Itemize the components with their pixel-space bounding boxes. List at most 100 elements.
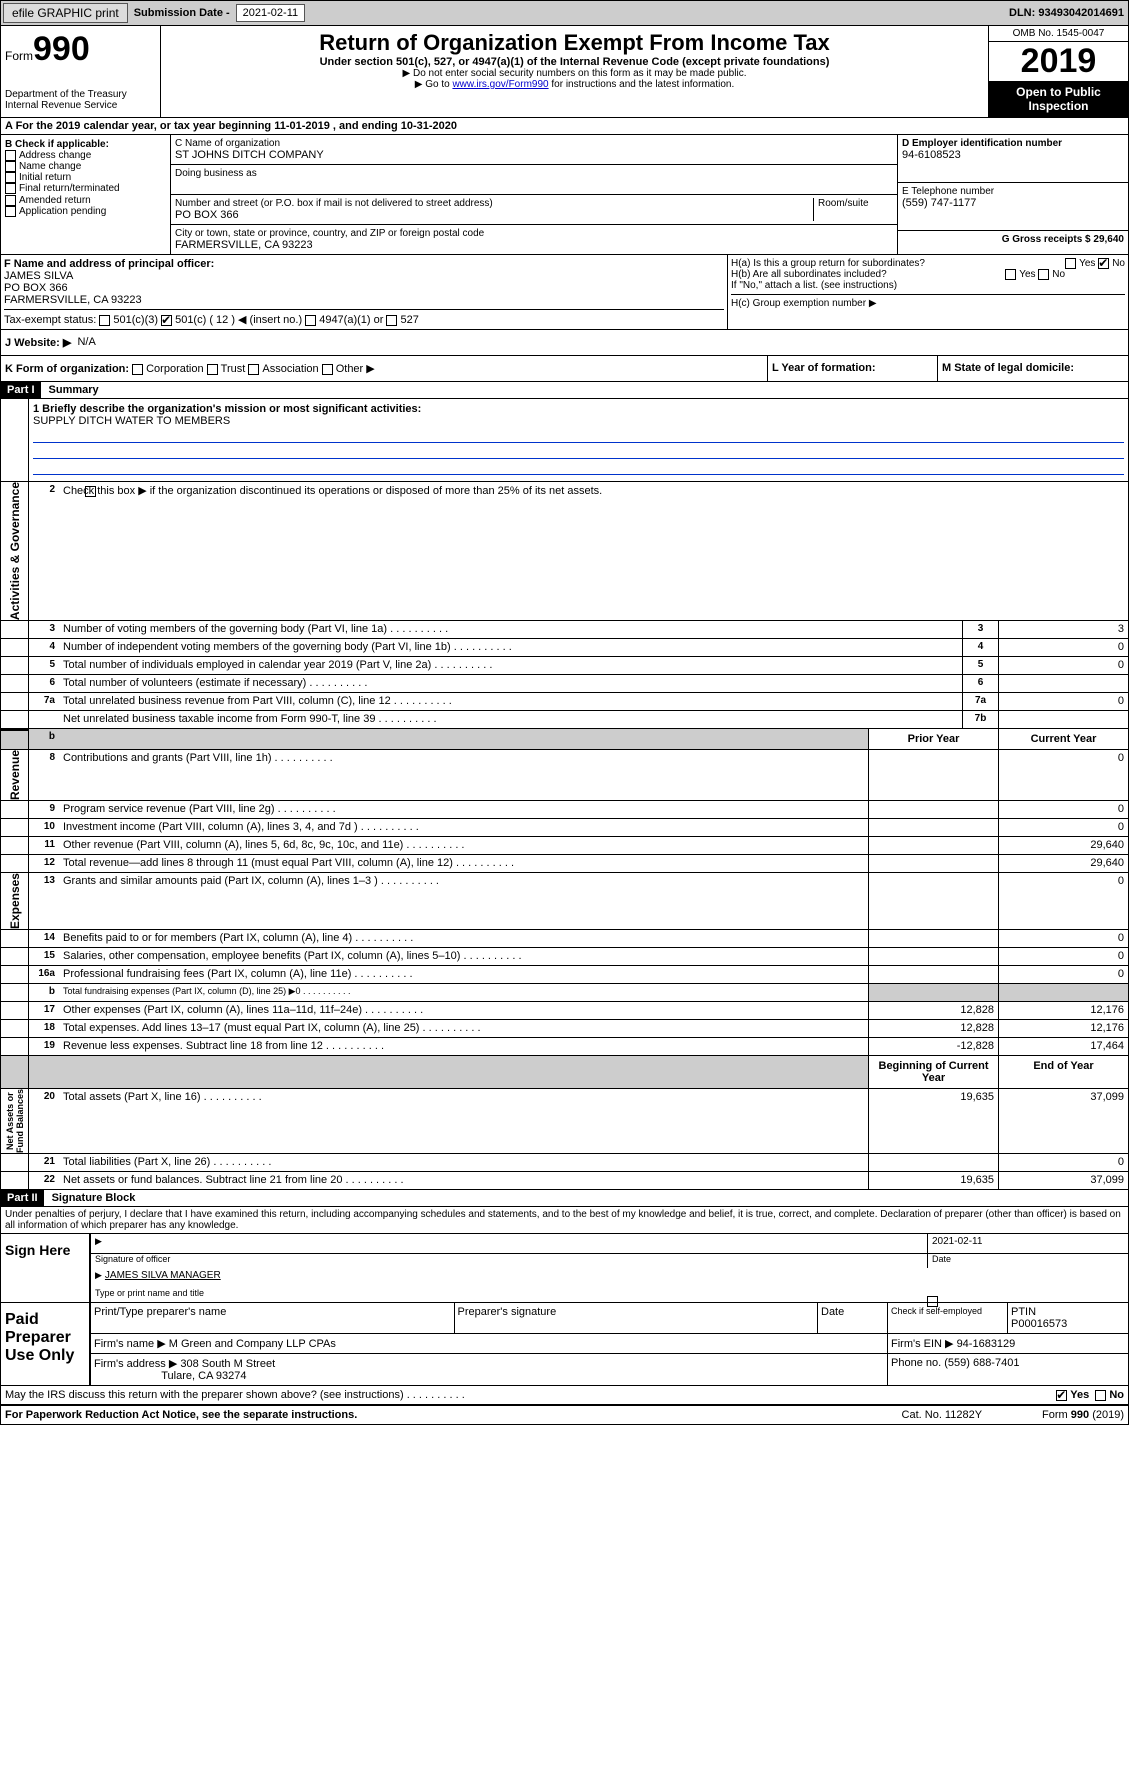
boxb-chk-3[interactable] (5, 183, 16, 194)
firm-ein: 94-1683129 (957, 1338, 1016, 1350)
firm-phone: (559) 688-7401 (944, 1357, 1019, 1369)
chk-501c[interactable] (161, 315, 172, 326)
cat-no: Cat. No. 11282Y (902, 1409, 983, 1421)
j-val: N/A (77, 336, 95, 349)
e-phone-label: E Telephone number (902, 186, 994, 197)
k-other[interactable] (322, 364, 333, 375)
ha-no[interactable] (1098, 258, 1109, 269)
discuss-no[interactable] (1095, 1390, 1106, 1401)
box-h: H(a) Is this a group return for subordin… (728, 255, 1128, 329)
open-public-badge: Open to Public Inspection (989, 81, 1128, 117)
paid-preparer-label: Paid Preparer Use Only (1, 1303, 91, 1385)
f-name: JAMES SILVA (4, 270, 73, 282)
chk-self-employed[interactable] (927, 1296, 938, 1307)
chk-4947[interactable] (305, 315, 316, 326)
boxb-chk-0[interactable] (5, 150, 16, 161)
c-city-label: City or town, state or province, country… (175, 228, 484, 239)
e-phone: (559) 747-1177 (902, 197, 976, 209)
form-header: Form990 Department of the Treasury Inter… (0, 26, 1129, 118)
j-label: J Website: ▶ (5, 336, 71, 349)
prep-date-label: Date (818, 1303, 888, 1333)
irs-link[interactable]: www.irs.gov/Form990 (452, 79, 548, 90)
chk-501c3[interactable] (99, 315, 110, 326)
box-b-label: B Check if applicable: (5, 139, 166, 150)
ha-yes[interactable] (1065, 258, 1076, 269)
sig-date: 2021-02-11 (928, 1234, 1128, 1254)
form-subtitle: Under section 501(c), 527, or 4947(a)(1)… (165, 56, 984, 68)
hb-label: H(b) Are all subordinates included? (731, 269, 887, 280)
submission-date-label: Submission Date - (130, 7, 234, 19)
hb-note: If "No," attach a list. (see instruction… (731, 280, 1125, 291)
side-rev: Revenue (1, 750, 29, 800)
note-ssn: ▶ Do not enter social security numbers o… (165, 68, 984, 79)
tax-year: 2019 (989, 42, 1128, 81)
efile-print-button[interactable]: efile GRAPHIC print (3, 3, 128, 23)
side-gov: Activities & Governance (1, 482, 29, 620)
f-label: F Name and address of principal officer: (4, 258, 214, 270)
firm-addr2: Tulare, CA 93274 (161, 1370, 246, 1382)
sig-typed-label: Type or print name and title (91, 1288, 1128, 1302)
hc-label: H(c) Group exemption number ▶ (731, 294, 1125, 309)
form-footer: Form 990 (2019) (1042, 1409, 1124, 1421)
line-a-taxyear: A For the 2019 calendar year, or tax yea… (0, 118, 1129, 135)
k-corp[interactable] (132, 364, 143, 375)
form-number: 990 (33, 30, 90, 68)
box-c: C Name of organizationST JOHNS DITCH COM… (171, 135, 1128, 254)
boxb-chk-5[interactable] (5, 206, 16, 217)
sig-typed: JAMES SILVA MANAGER (105, 1270, 221, 1281)
c-dba-label: Doing business as (175, 168, 257, 179)
prep-name-label: Print/Type preparer's name (91, 1303, 455, 1333)
box-f: F Name and address of principal officer:… (1, 255, 728, 329)
firm-addr-label: Firm's address ▶ (94, 1358, 177, 1370)
c-addr-label: Number and street (or P.O. box if mail i… (175, 198, 493, 209)
f-addr1: PO BOX 366 (4, 282, 68, 294)
q1-label: 1 Briefly describe the organization's mi… (33, 403, 421, 415)
form-title: Return of Organization Exempt From Incom… (165, 30, 984, 56)
part1-hdr: Part I (1, 382, 41, 398)
part1-title: Summary (41, 384, 99, 396)
d-ein-label: D Employer identification number (902, 138, 1062, 149)
part2-title: Signature Block (44, 1192, 136, 1204)
k-trust[interactable] (207, 364, 218, 375)
firm-ein-label: Firm's EIN ▶ (891, 1338, 954, 1350)
g-label: G Gross receipts $ (1002, 234, 1094, 245)
c-room-label: Room/suite (818, 198, 869, 209)
c-city: FARMERSVILLE, CA 93223 (175, 239, 313, 251)
tax-status-label: Tax-exempt status: (4, 314, 96, 326)
form-label: Form (5, 49, 33, 63)
ptin: P00016573 (1011, 1318, 1067, 1330)
discuss-yes[interactable] (1056, 1390, 1067, 1401)
dln: DLN: 93493042014691 (1005, 7, 1128, 19)
submission-date-value: 2021-02-11 (236, 4, 305, 22)
c-org-name: ST JOHNS DITCH COMPANY (175, 149, 324, 161)
part2-hdr: Part II (1, 1190, 44, 1206)
discuss-q: May the IRS discuss this return with the… (5, 1389, 465, 1401)
c-addr: PO BOX 366 (175, 209, 239, 221)
perjury-text: Under penalties of perjury, I declare th… (0, 1207, 1129, 1234)
k-label: K Form of organization: (5, 363, 129, 375)
boxb-chk-4[interactable] (5, 195, 16, 206)
k-assoc[interactable] (248, 364, 259, 375)
sign-here-label: Sign Here (1, 1234, 91, 1302)
boxb-chk-2[interactable] (5, 172, 16, 183)
sig-officer (91, 1234, 927, 1254)
hb-no[interactable] (1038, 269, 1049, 280)
l-label: L Year of formation: (772, 362, 876, 374)
c-name-label: C Name of organization (175, 138, 280, 149)
box-b: B Check if applicable: Address changeNam… (1, 135, 171, 254)
chk-527[interactable] (386, 315, 397, 326)
g-val: 29,640 (1093, 234, 1124, 245)
paid-preparer-block: Paid Preparer Use Only Print/Type prepar… (0, 1303, 1129, 1386)
note-goto: ▶ Go to www.irs.gov/Form990 for instruct… (165, 79, 984, 90)
pra-notice: For Paperwork Reduction Act Notice, see … (5, 1409, 357, 1421)
firm-addr1: 308 South M Street (180, 1358, 275, 1370)
m-label: M State of legal domicile: (942, 362, 1074, 374)
d-ein: 94-6108523 (902, 149, 961, 161)
boxb-chk-1[interactable] (5, 161, 16, 172)
ha-label: H(a) Is this a group return for subordin… (731, 258, 925, 269)
hb-yes[interactable] (1005, 269, 1016, 280)
firm-name: M Green and Company LLP CPAs (169, 1338, 336, 1350)
firm-phone-label: Phone no. (891, 1357, 941, 1369)
f-addr2: FARMERSVILLE, CA 93223 (4, 294, 142, 306)
sig-officer-label: Signature of officer (91, 1254, 927, 1268)
